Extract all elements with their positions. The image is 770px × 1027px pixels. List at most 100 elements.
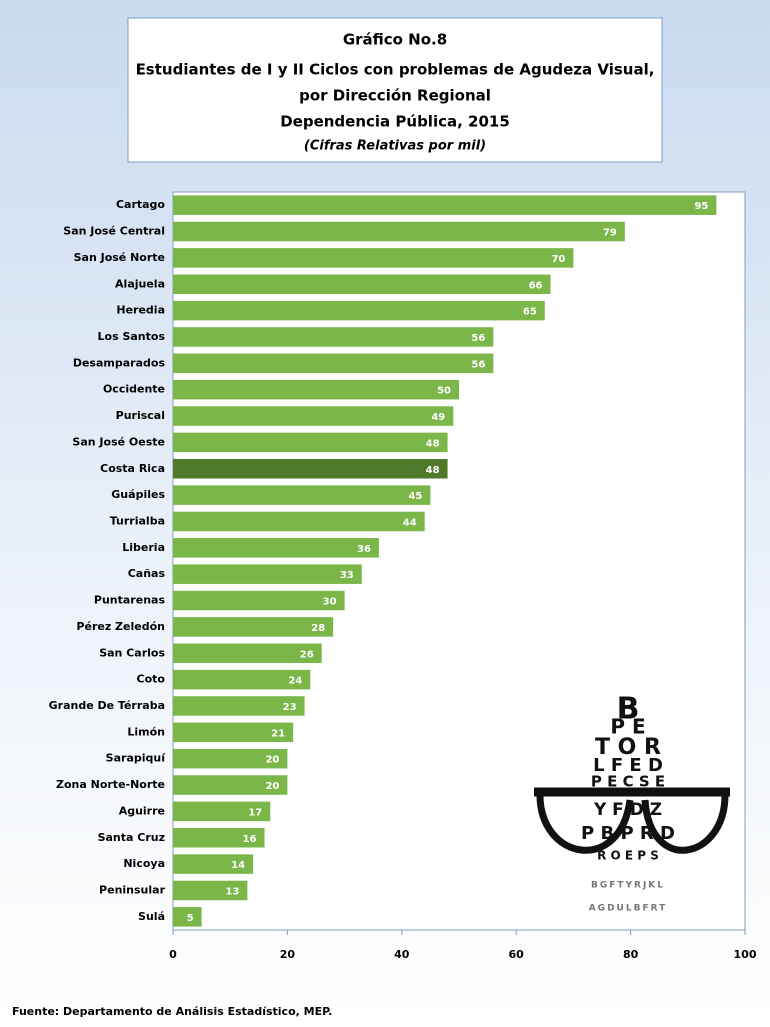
y-tick-label: Sulá xyxy=(138,910,165,923)
data-label: 70 xyxy=(551,254,565,265)
data-label: 50 xyxy=(437,386,451,397)
bar xyxy=(173,854,254,874)
bar xyxy=(173,564,362,584)
data-label: 26 xyxy=(300,649,314,660)
data-label: 56 xyxy=(471,333,485,344)
eye-chart-row: BGFTYRJKL xyxy=(591,881,665,891)
x-tick-label: 80 xyxy=(623,948,639,961)
y-tick-label: Nicoya xyxy=(123,857,165,870)
data-label: 13 xyxy=(225,886,239,897)
y-tick-label: Puriscal xyxy=(116,409,165,422)
data-label: 24 xyxy=(288,676,302,687)
eye-chart-row: P E xyxy=(610,715,645,739)
y-tick-label: Aguirre xyxy=(119,804,165,817)
bar xyxy=(173,827,265,848)
y-tick-label: Occidente xyxy=(103,383,165,396)
y-tick-label: San Carlos xyxy=(99,646,165,659)
y-tick-label: Peninsular xyxy=(99,883,166,896)
bar xyxy=(173,300,545,321)
x-tick-label: 60 xyxy=(509,948,525,961)
eye-chart-row: B xyxy=(617,692,640,727)
x-tick-label: 40 xyxy=(394,948,410,961)
y-tick-label: Desamparados xyxy=(73,356,166,369)
y-tick-label: Los Santos xyxy=(98,330,166,343)
x-tick-label: 0 xyxy=(169,948,177,961)
chart-title: Dependencia Pública, 2015 xyxy=(280,113,510,131)
bar xyxy=(173,511,425,532)
data-label: 44 xyxy=(403,517,417,528)
y-tick-label: Sarapiquí xyxy=(106,752,167,765)
bar xyxy=(173,907,202,927)
data-label: 16 xyxy=(243,834,257,845)
bar xyxy=(173,538,379,558)
bar xyxy=(173,590,345,611)
chart-subtitle: (Cifras Relativas por mil) xyxy=(304,139,486,154)
y-tick-label: Coto xyxy=(137,673,166,686)
y-tick-label: Guápiles xyxy=(111,488,165,501)
y-tick-label: Grande De Térraba xyxy=(49,699,165,712)
bar xyxy=(173,485,431,505)
bar xyxy=(173,327,494,347)
y-tick-label: Cañas xyxy=(128,567,166,580)
data-label: 23 xyxy=(283,702,297,713)
bar xyxy=(173,643,322,664)
bar xyxy=(173,432,448,453)
data-label: 48 xyxy=(426,438,440,449)
bar xyxy=(173,458,448,479)
y-tick-label: Liberia xyxy=(122,541,165,554)
eye-chart-row: AGDULBFRT xyxy=(589,904,668,914)
data-label: 33 xyxy=(340,570,354,581)
bar xyxy=(173,748,288,769)
bar xyxy=(173,353,494,374)
data-label: 79 xyxy=(603,228,617,239)
y-tick-label: Pérez Zeledón xyxy=(76,620,165,633)
y-tick-label: Santa Cruz xyxy=(98,831,165,844)
bar xyxy=(173,880,248,901)
y-tick-label: San José Oeste xyxy=(72,435,165,448)
data-label: 56 xyxy=(471,359,485,370)
data-label: 36 xyxy=(357,544,371,555)
eye-chart-row: P E C S E xyxy=(591,773,665,791)
glasses xyxy=(534,787,730,854)
title-box xyxy=(127,17,663,163)
y-tick-label: San José Norte xyxy=(74,251,165,264)
bar xyxy=(173,248,574,268)
bar xyxy=(173,617,334,637)
y-tick-label: Turrialba xyxy=(110,514,165,527)
chart-title: Estudiantes de I y II Ciclos con problem… xyxy=(136,61,655,79)
eye-chart-row: Y F D Z xyxy=(593,800,662,820)
y-tick-label: Costa Rica xyxy=(100,462,165,475)
eye-chart-row: R O E P S xyxy=(597,849,659,863)
data-label: 17 xyxy=(248,807,262,818)
chart-title: por Dirección Regional xyxy=(299,87,491,105)
bar xyxy=(173,722,294,743)
data-label: 20 xyxy=(265,755,279,766)
bar xyxy=(173,195,717,215)
y-tick-label: Alajuela xyxy=(115,277,165,290)
data-label: 66 xyxy=(529,280,543,291)
y-tick-label: San José Central xyxy=(63,225,165,238)
eye-chart-row: P B P R D xyxy=(581,823,675,844)
data-label: 14 xyxy=(231,860,245,871)
data-label: 48 xyxy=(426,465,440,476)
data-label: 45 xyxy=(408,491,422,502)
data-label: 95 xyxy=(694,201,708,212)
source-note: Fuente: Departamento de Análisis Estadís… xyxy=(12,1005,332,1018)
bar xyxy=(173,221,625,242)
y-tick-label: Heredia xyxy=(116,304,165,317)
bar xyxy=(173,696,305,716)
bar xyxy=(173,274,551,295)
y-tick-label: Zona Norte-Norte xyxy=(56,778,165,791)
data-label: 65 xyxy=(523,307,537,318)
x-tick-label: 100 xyxy=(734,948,757,961)
x-tick-label: 20 xyxy=(280,948,296,961)
bar xyxy=(173,775,288,795)
data-label: 28 xyxy=(311,623,325,634)
y-tick-label: Limón xyxy=(127,725,165,738)
data-label: 20 xyxy=(265,781,279,792)
eye-chart-row: T O R xyxy=(595,735,661,760)
bar xyxy=(173,406,454,426)
bar xyxy=(173,669,311,690)
